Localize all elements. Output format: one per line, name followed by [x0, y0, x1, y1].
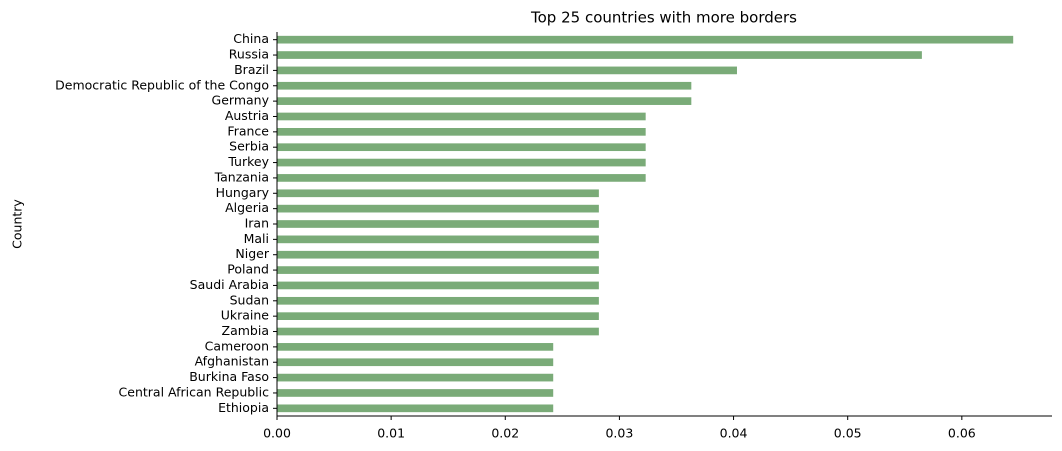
y-tick-label: Tanzania — [214, 169, 269, 184]
y-tick-label: China — [233, 31, 269, 46]
bar — [277, 66, 737, 75]
bar — [277, 97, 692, 105]
x-tick-label: 0.03 — [605, 426, 633, 441]
bar — [277, 128, 646, 136]
bar — [277, 250, 599, 259]
bar — [277, 281, 599, 290]
y-tick-label: Ethiopia — [218, 400, 269, 415]
x-tick-label: 0.02 — [491, 426, 519, 441]
y-axis-label: Country — [10, 199, 25, 249]
y-tick-label: Saudi Arabia — [190, 277, 269, 292]
bar — [277, 204, 599, 213]
bar — [277, 51, 922, 59]
bar — [277, 404, 554, 413]
y-tick-label: Austria — [225, 108, 269, 123]
bar — [277, 189, 599, 198]
bar — [277, 143, 646, 152]
y-tick-label: Serbia — [229, 139, 269, 154]
y-tick-label: Hungary — [216, 185, 270, 200]
x-tick-label: 0.00 — [263, 426, 291, 441]
y-tick-label: Ukraine — [221, 308, 270, 323]
y-tick-label: Central African Republic — [119, 384, 270, 399]
x-tick-label: 0.04 — [720, 426, 748, 441]
y-tick-label: Zambia — [222, 323, 269, 338]
y-tick-label: Germany — [212, 93, 270, 108]
bar — [277, 158, 646, 167]
bar — [277, 220, 599, 228]
bar — [277, 35, 1014, 44]
bar — [277, 81, 692, 90]
y-tick-label: Cameroon — [205, 338, 269, 353]
y-tick-label: Niger — [235, 246, 269, 261]
y-tick-label: Turkey — [227, 154, 269, 169]
y-tick-label: Burkina Faso — [189, 369, 269, 384]
bar — [277, 343, 554, 351]
bar — [277, 296, 599, 305]
y-tick-label: Iran — [245, 216, 269, 231]
x-tick-label: 0.05 — [834, 426, 862, 441]
y-tick-label: Afghanistan — [195, 354, 269, 369]
bar — [277, 358, 554, 367]
y-tick-label: France — [227, 123, 269, 138]
bar — [277, 174, 646, 182]
bar — [277, 312, 599, 320]
y-tick-label: Algeria — [225, 200, 269, 215]
bar — [277, 112, 646, 121]
bar — [277, 327, 599, 336]
y-tick-label: Sudan — [230, 292, 269, 307]
x-tick-label: 0.01 — [377, 426, 405, 441]
bar — [277, 235, 599, 244]
y-tick-label: Mali — [244, 231, 269, 246]
y-tick-label: Brazil — [234, 62, 269, 77]
x-tick-label: 0.06 — [948, 426, 976, 441]
bar — [277, 373, 554, 382]
bar — [277, 389, 554, 397]
y-tick-label: Democratic Republic of the Congo — [55, 77, 269, 92]
bar — [277, 266, 599, 274]
chart-title: Top 25 countries with more borders — [530, 9, 797, 27]
y-tick-label: Poland — [227, 262, 269, 277]
y-tick-label: Russia — [229, 47, 269, 62]
